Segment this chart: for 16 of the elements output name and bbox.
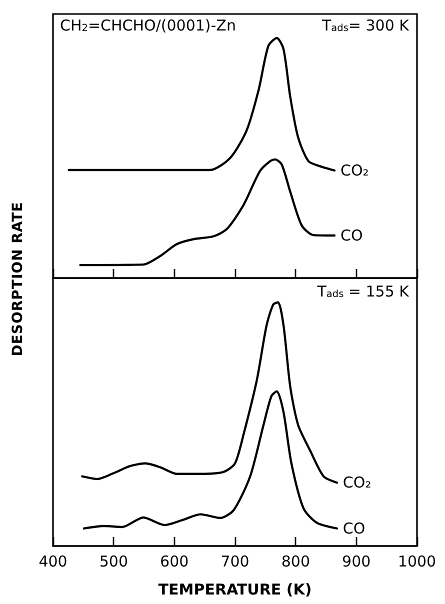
x-tick-label: 700: [220, 552, 250, 570]
text: Tads = 155 K: [316, 282, 410, 300]
series-label: CO₂: [342, 474, 372, 492]
x-tick-label: 900: [342, 552, 371, 570]
y-axis-title: DESORPTION RATE: [10, 202, 26, 356]
series-label: CO: [340, 226, 363, 245]
x-tick-label: 1000: [398, 552, 436, 570]
x-axis-title: TEMPERATURE (K): [158, 580, 312, 598]
x-tick-label: 600: [160, 552, 189, 570]
series-label: CO: [342, 519, 366, 538]
x-tick-label: 400: [38, 552, 68, 570]
text: Tads= 300 K: [321, 16, 410, 34]
text: CH2=CHCHO/(0001)-Zn: [60, 16, 236, 34]
x-tick-label: 800: [281, 552, 310, 570]
series-label: CO₂: [340, 161, 369, 180]
x-tick-label: 500: [99, 552, 128, 570]
